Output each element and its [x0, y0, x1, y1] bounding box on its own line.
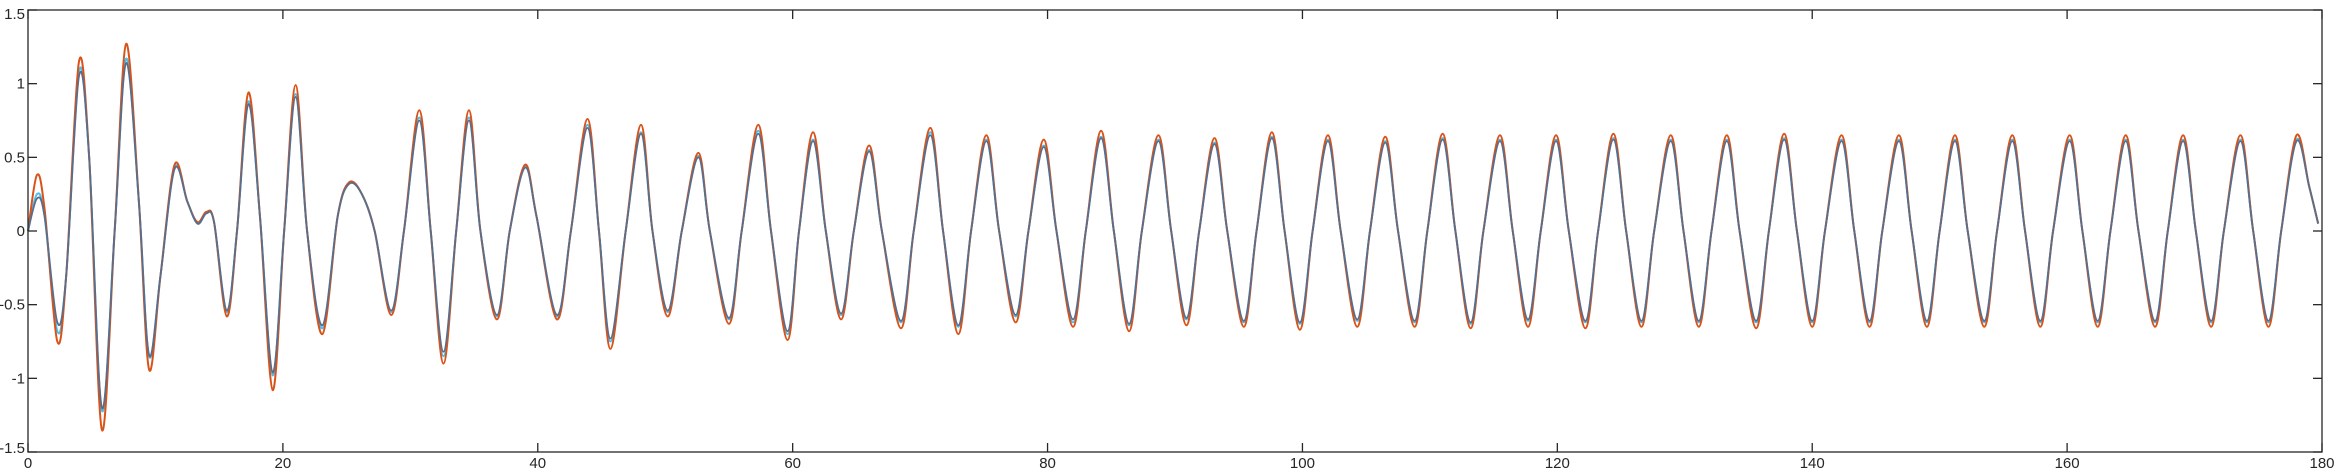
y-tick-label: 1.5 [4, 6, 25, 23]
tick-layer: 0 20 40 60 80 100 120 140 160 180 -1.5 -1 -0.5 0 0.5 1 1… [0, 6, 2335, 469]
x-tick-label: 140 [1800, 455, 1825, 469]
x-tick-label: 40 [529, 455, 546, 469]
y-tick-label: 1 [17, 76, 25, 93]
x-tick-label: 100 [1290, 455, 1315, 469]
y-tick-label: 0 [17, 223, 25, 240]
x-tick-label: 20 [275, 455, 292, 469]
x-tick-label: 120 [1545, 455, 1570, 469]
x-tick-label: 0 [24, 455, 32, 469]
y-tick-label: -1.5 [0, 440, 25, 457]
y-tick-label: 0.5 [4, 149, 25, 166]
y-tick-label: -1 [12, 370, 25, 387]
y-tick-label: -0.5 [0, 297, 25, 314]
series-layer [27, 42, 2320, 432]
x-tick-label: 60 [784, 455, 801, 469]
x-tick-label: 80 [1039, 455, 1056, 469]
x-tick-label: 180 [2309, 455, 2334, 469]
x-tick-label: 160 [2055, 455, 2080, 469]
series-line-3 [27, 62, 2320, 410]
